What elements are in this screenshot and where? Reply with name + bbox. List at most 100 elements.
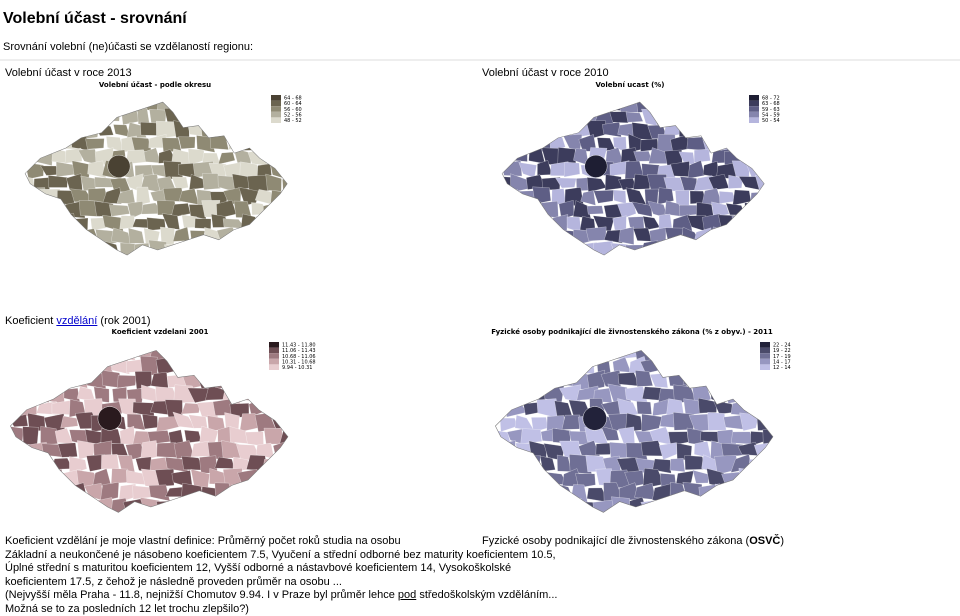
district (538, 513, 557, 526)
district (65, 256, 82, 271)
district (150, 514, 171, 530)
district (537, 345, 555, 361)
district (563, 241, 584, 256)
district (20, 483, 40, 501)
district (732, 215, 751, 232)
district (279, 371, 301, 391)
district (748, 371, 767, 390)
district (20, 204, 38, 217)
district (289, 189, 304, 201)
district (71, 344, 86, 359)
district (67, 231, 85, 246)
district (263, 257, 281, 270)
district (12, 497, 29, 514)
district (733, 245, 753, 256)
district (258, 387, 274, 404)
district (35, 253, 50, 269)
district (725, 121, 746, 136)
district (670, 242, 690, 256)
legend-swatch (749, 95, 759, 101)
district (511, 471, 534, 486)
district (733, 343, 752, 361)
district (756, 122, 773, 139)
district (26, 388, 49, 402)
district (500, 418, 517, 432)
district (773, 412, 792, 427)
district (36, 343, 54, 361)
district (765, 372, 784, 387)
district (665, 228, 684, 244)
district (279, 149, 300, 165)
district (232, 95, 250, 112)
district (66, 123, 85, 139)
district (724, 357, 745, 375)
district (709, 256, 731, 269)
district (763, 192, 779, 204)
district (232, 371, 249, 386)
district (120, 216, 135, 230)
map-title: Fyzické osoby podnikající dle živnostens… (491, 328, 773, 336)
district (76, 498, 94, 517)
district (488, 343, 508, 360)
district (511, 201, 531, 215)
district (21, 257, 38, 272)
district (289, 240, 308, 255)
map-title: Volební účast - podle okresu (99, 81, 211, 89)
district (711, 227, 729, 244)
district (695, 97, 712, 111)
note-line: Základní a neukončené je násobeno koefic… (5, 549, 557, 563)
district (190, 500, 210, 515)
district (180, 110, 199, 122)
district (715, 484, 738, 500)
district (488, 402, 509, 417)
district (655, 108, 673, 124)
district (538, 483, 560, 498)
district (257, 497, 276, 515)
legend-swatch (749, 106, 759, 112)
district (706, 496, 730, 516)
district (562, 415, 580, 430)
district (726, 99, 745, 109)
district (766, 455, 781, 470)
district (21, 97, 36, 111)
district (537, 107, 554, 125)
district (511, 229, 531, 244)
district (497, 470, 515, 487)
district (234, 125, 250, 138)
district (506, 457, 525, 473)
district (60, 358, 80, 375)
district (70, 218, 88, 233)
district (50, 204, 68, 219)
district (290, 440, 304, 459)
district (665, 256, 681, 271)
district (195, 219, 211, 229)
district (149, 240, 167, 259)
legend-swatch (271, 101, 281, 107)
district (651, 98, 669, 112)
district (266, 124, 279, 139)
district (530, 469, 548, 487)
district (194, 108, 215, 122)
district (559, 96, 576, 112)
district (40, 241, 61, 255)
district (200, 345, 218, 362)
district (694, 441, 711, 458)
district (699, 257, 715, 271)
district (763, 428, 786, 445)
district (516, 443, 531, 458)
district (52, 512, 70, 527)
district (73, 240, 92, 258)
district (21, 232, 37, 243)
district (26, 240, 43, 255)
district (512, 386, 529, 403)
district (739, 468, 762, 488)
district (503, 109, 524, 125)
district (204, 360, 224, 375)
district (699, 376, 722, 387)
legend-swatch (271, 117, 281, 123)
district (717, 374, 736, 390)
district (510, 98, 527, 111)
district (269, 384, 291, 402)
district (3, 484, 25, 502)
